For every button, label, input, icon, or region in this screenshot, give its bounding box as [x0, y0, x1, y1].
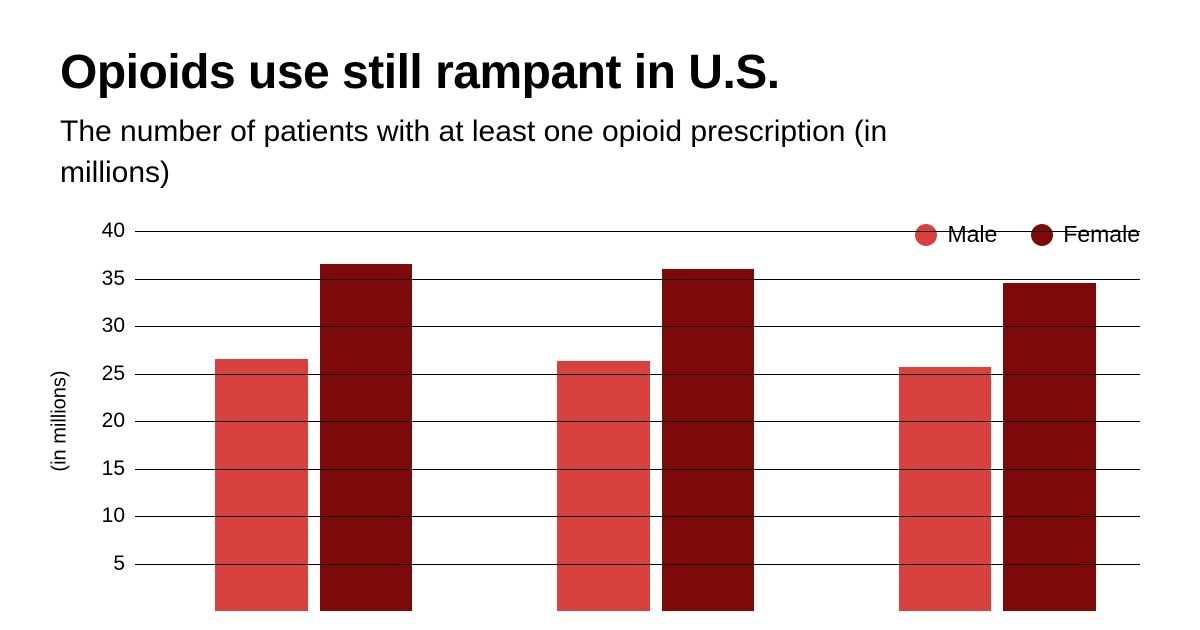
bar-male	[215, 359, 307, 611]
gridline	[135, 469, 1140, 470]
bar-male	[899, 367, 991, 611]
bar-male	[557, 361, 649, 611]
bar-female	[1003, 283, 1095, 611]
y-tick-label: 35	[102, 267, 125, 291]
bar-female	[320, 264, 412, 611]
chart-title: Opioids use still rampant in U.S.	[60, 45, 1140, 100]
y-axis-label: (in millions)	[49, 370, 72, 471]
y-tick-label: 5	[113, 552, 125, 576]
gridline	[135, 231, 1140, 232]
gridline	[135, 516, 1140, 517]
y-tick-label: 25	[102, 362, 125, 386]
chart-subtitle: The number of patients with at least one…	[60, 112, 960, 193]
y-tick-label: 20	[102, 409, 125, 433]
chart-area: (in millions) Male Female 51015202530354…	[80, 231, 1140, 611]
plot-area: Male Female 510152025303540	[135, 231, 1140, 611]
gridline	[135, 421, 1140, 422]
gridline	[135, 279, 1140, 280]
gridline	[135, 374, 1140, 375]
chart-card: Opioids use still rampant in U.S. The nu…	[0, 0, 1200, 630]
y-tick-label: 10	[102, 504, 125, 528]
y-tick-label: 40	[102, 219, 125, 243]
y-tick-label: 30	[102, 314, 125, 338]
bar-female	[662, 269, 754, 611]
gridline	[135, 326, 1140, 327]
y-tick-label: 15	[102, 457, 125, 481]
gridline	[135, 564, 1140, 565]
